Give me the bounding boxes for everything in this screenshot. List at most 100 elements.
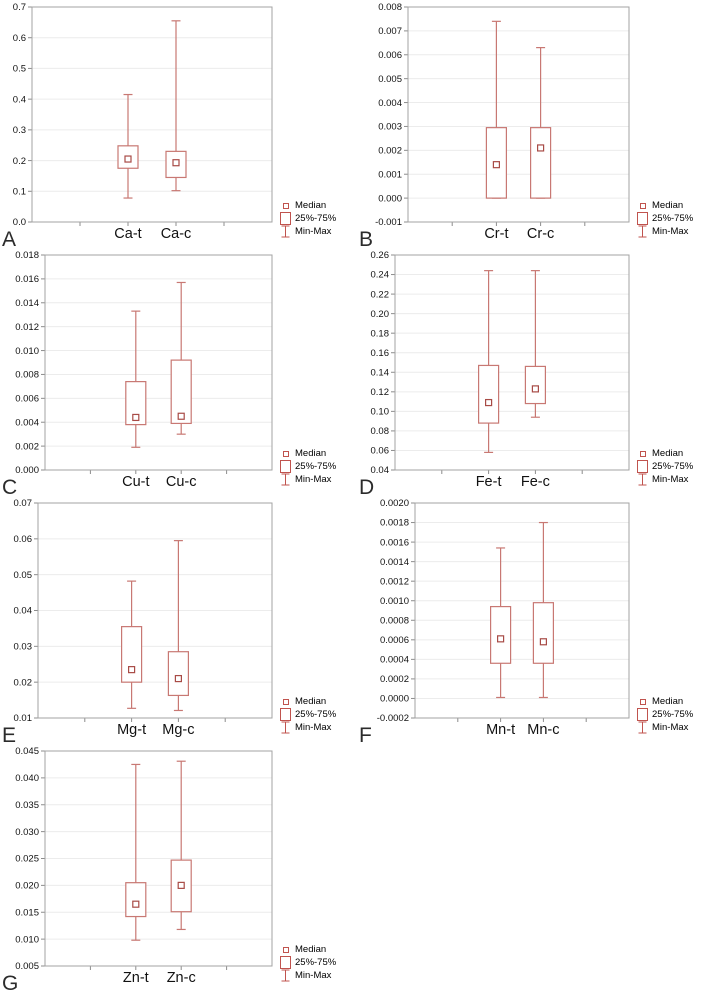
x-category-label: Ca-t <box>114 226 141 242</box>
median-marker-icon <box>636 202 649 209</box>
svg-text:0.016: 0.016 <box>15 274 39 285</box>
axes <box>41 254 273 474</box>
svg-text:0.015: 0.015 <box>15 907 39 918</box>
legend-iqr-label: 25%-75% <box>295 461 337 472</box>
legend-item-iqr: 25%-75% <box>636 460 693 473</box>
legend-minmax-label: Min-Max <box>295 226 332 237</box>
boxplot-panel-g: 0.005 0.010 0.015 0.020 0.025 0.030 0.035 0.040… <box>0 744 357 995</box>
iqr-box <box>532 602 554 664</box>
svg-text:0.0010: 0.0010 <box>380 596 409 607</box>
iqr-box <box>490 605 512 664</box>
box-group-Zn-t <box>125 763 147 941</box>
svg-text:0.0020: 0.0020 <box>380 498 409 509</box>
panel-letter: C <box>2 476 18 499</box>
x-category-label: Zn-t <box>123 970 149 986</box>
gridlines <box>415 502 629 719</box>
box-icon <box>279 460 292 473</box>
plot-area: 0.04 0.06 0.08 0.10 0.12 0.14 0.16 0.18 0.20 0.22… <box>371 250 630 490</box>
panel-letter: A <box>2 228 17 251</box>
svg-text:0.004: 0.004 <box>15 417 39 428</box>
svg-text:0.1: 0.1 <box>13 186 26 197</box>
svg-text:0.003: 0.003 <box>378 122 402 133</box>
svg-text:0.24: 0.24 <box>371 270 390 281</box>
y-axis-tick-labels: -0.0002 0.0000 0.0002 0.0004 0.0006 0.0008 0.0… <box>377 498 409 724</box>
legend: Median 25%-75% Min-Max <box>279 447 336 486</box>
legend-median-label: Median <box>652 200 684 211</box>
legend-median-label: Median <box>652 448 684 459</box>
boxplot-panel-e: 0.01 0.02 0.03 0.04 0.05 0.06 0.07 Mg-t Mg-c Med… <box>0 496 357 746</box>
legend-minmax-label: Min-Max <box>652 474 689 485</box>
legend-item-minmax: Min-Max <box>636 721 693 734</box>
legend-item-iqr: 25%-75% <box>279 212 336 225</box>
legend-item-iqr: 25%-75% <box>636 212 693 225</box>
whisker-icon <box>279 721 292 734</box>
svg-text:-0.0002: -0.0002 <box>377 713 409 724</box>
y-axis-tick-labels: 0.04 0.06 0.08 0.10 0.12 0.14 0.16 0.18 0.20 0.22… <box>371 250 390 476</box>
panel-letter: G <box>2 972 19 995</box>
box-group-Cr-c <box>530 47 552 199</box>
median-marker <box>174 674 182 683</box>
box-group-Mn-t <box>490 547 512 699</box>
svg-text:0.0004: 0.0004 <box>380 655 409 666</box>
svg-text:0.0: 0.0 <box>13 217 26 228</box>
whisker-icon <box>279 969 292 982</box>
median-marker <box>177 412 185 420</box>
svg-text:0.045: 0.045 <box>15 746 39 757</box>
median-marker <box>485 398 493 407</box>
median-marker-icon <box>279 202 292 209</box>
svg-text:0.0000: 0.0000 <box>380 694 409 705</box>
legend-iqr-label: 25%-75% <box>652 709 694 720</box>
legend-item-iqr: 25%-75% <box>636 708 693 721</box>
median-marker <box>537 144 545 152</box>
legend-item-iqr: 25%-75% <box>279 460 336 473</box>
box-icon <box>279 212 292 225</box>
boxplot-panel-c: 0.000 0.002 0.004 0.006 0.008 0.010 0.012 0.014… <box>0 248 357 499</box>
svg-text:0.08: 0.08 <box>371 426 390 437</box>
legend-median-label: Median <box>652 696 684 707</box>
legend-median-label: Median <box>295 200 327 211</box>
iqr-box <box>524 365 546 405</box>
legend-minmax-label: Min-Max <box>295 722 332 733</box>
svg-text:0.0018: 0.0018 <box>380 518 409 529</box>
box-group-Zn-c <box>170 760 192 931</box>
box-icon <box>279 956 292 969</box>
svg-text:0.16: 0.16 <box>371 348 390 359</box>
svg-text:0.020: 0.020 <box>15 881 39 892</box>
legend-item-median: Median <box>279 447 336 460</box>
axes <box>41 750 273 970</box>
legend-iqr-label: 25%-75% <box>652 213 694 224</box>
svg-text:0.10: 0.10 <box>371 407 390 418</box>
legend: Median 25%-75% Min-Max <box>636 447 693 486</box>
legend-item-minmax: Min-Max <box>636 225 693 238</box>
whisker-icon <box>636 721 649 734</box>
legend-item-minmax: Min-Max <box>279 225 336 238</box>
svg-text:0.004: 0.004 <box>378 98 402 109</box>
svg-text:0.0016: 0.0016 <box>380 537 409 548</box>
svg-text:0.14: 0.14 <box>371 367 390 378</box>
gridlines <box>45 750 272 967</box>
svg-text:0.06: 0.06 <box>14 534 33 545</box>
iqr-box <box>170 359 192 425</box>
whisker-icon <box>279 225 292 238</box>
iqr-box <box>125 381 147 426</box>
median-marker <box>497 635 505 643</box>
box-group-Mn-c <box>532 521 554 699</box>
median-marker <box>124 155 132 163</box>
svg-text:0.014: 0.014 <box>15 298 39 309</box>
box-group-Cu-c <box>170 281 192 435</box>
svg-text:0.03: 0.03 <box>14 642 33 653</box>
x-category-label: Cu-t <box>122 474 149 490</box>
legend-iqr-label: 25%-75% <box>652 461 694 472</box>
legend-item-iqr: 25%-75% <box>279 708 336 721</box>
legend-item-minmax: Min-Max <box>279 969 336 982</box>
svg-text:0.040: 0.040 <box>15 773 39 784</box>
svg-text:0.002: 0.002 <box>378 146 402 157</box>
legend-item-iqr: 25%-75% <box>279 956 336 969</box>
svg-text:0.26: 0.26 <box>371 250 390 261</box>
legend-iqr-label: 25%-75% <box>295 213 337 224</box>
legend-minmax-label: Min-Max <box>295 970 332 981</box>
legend-item-median: Median <box>279 199 336 212</box>
legend-iqr-label: 25%-75% <box>295 709 337 720</box>
svg-text:0.002: 0.002 <box>15 441 39 452</box>
